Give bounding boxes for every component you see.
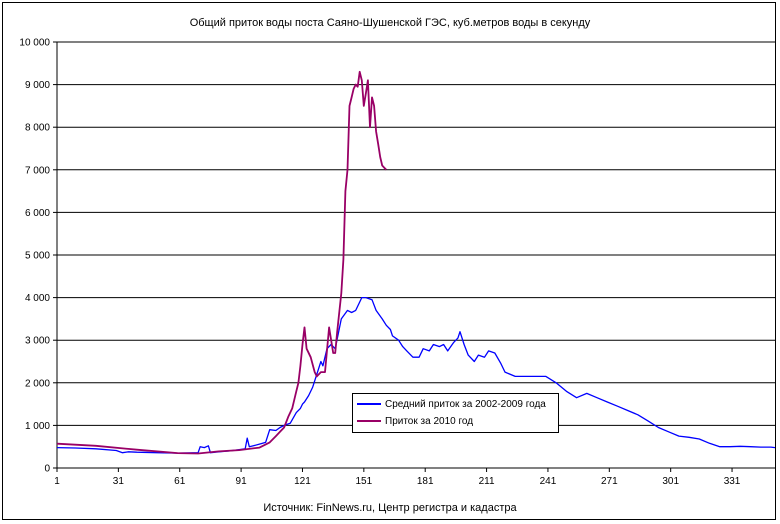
x-tick-label-4: 121 (294, 476, 311, 487)
chart-legend: Средний приток за 2002-2009 года Приток … (352, 393, 559, 433)
x-tick-label-10: 301 (662, 476, 679, 487)
legend-label-series-1: Приток за 2010 год (385, 415, 474, 427)
x-tick-label-1: 31 (113, 476, 125, 487)
chart-title: Общий приток воды поста Саяно-Шушенской … (189, 17, 591, 29)
x-tick-label-8: 241 (540, 476, 557, 487)
y-tick-label-1: 1 000 (25, 421, 50, 432)
x-tick-label-7: 211 (479, 476, 495, 487)
series-line-1 (56, 70, 387, 455)
legend-label-series-0: Средний приток за 2002-2009 года (385, 398, 546, 410)
legend-swatch-series-0 (357, 403, 381, 405)
y-tick-label-7: 7 000 (25, 165, 50, 176)
y-tick-label-4: 4 000 (25, 293, 50, 304)
x-tick-label-0: 1 (54, 476, 60, 487)
y-tick-label-6: 6 000 (25, 208, 50, 219)
y-tick-label-5: 5 000 (25, 251, 50, 262)
x-tick-label-3: 91 (236, 476, 248, 487)
source-note: Источник: FinNews.ru, Центр регистра и к… (263, 502, 517, 514)
y-tick-label-0: 0 (44, 464, 50, 475)
y-tick-label-10: 10 000 (19, 38, 50, 49)
legend-item-series-0: Средний приток за 2002-2009 года (357, 396, 546, 412)
legend-swatch-series-1 (357, 420, 381, 422)
x-tick-label-11: 331 (724, 476, 741, 487)
x-tick-label-6: 181 (417, 476, 434, 487)
x-tick-label-2: 61 (174, 476, 186, 487)
x-tick-label-9: 271 (601, 476, 618, 487)
y-tick-label-9: 9 000 (25, 80, 50, 91)
x-tick-label-5: 151 (355, 476, 372, 487)
legend-item-series-1: Приток за 2010 год (357, 413, 473, 429)
y-tick-label-2: 2 000 (25, 378, 50, 389)
y-tick-label-3: 3 000 (25, 336, 50, 347)
y-tick-label-8: 8 000 (25, 123, 50, 134)
